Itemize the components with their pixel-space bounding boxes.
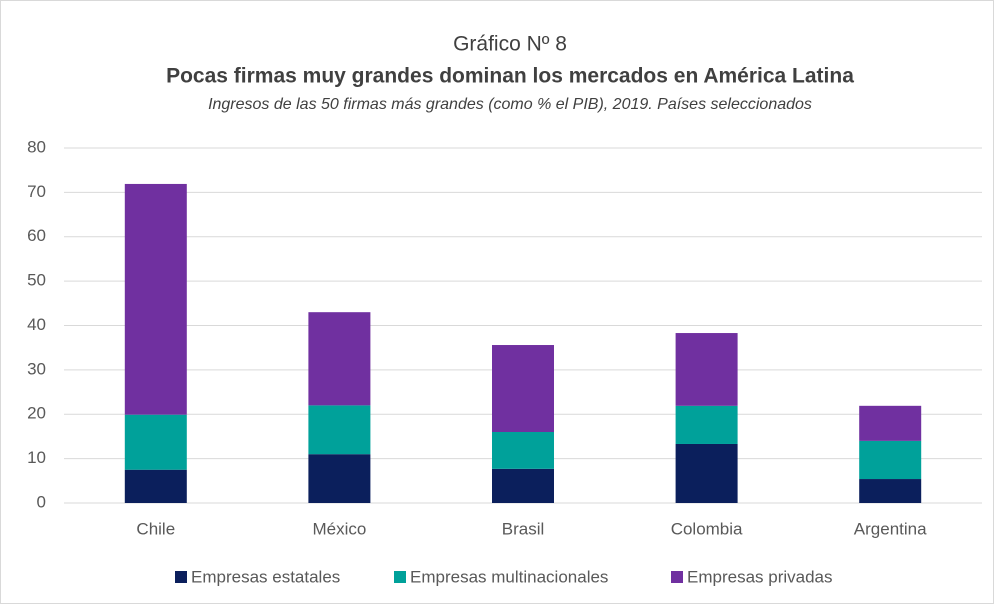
- y-tick-label: 40: [27, 315, 46, 334]
- bar: [124, 469, 187, 503]
- legend-swatch: [175, 571, 187, 583]
- chart-note: Ingresos de las 50 firmas más grandes (c…: [208, 96, 812, 113]
- x-tick-label: Colombia: [671, 519, 743, 538]
- y-tick-label: 10: [27, 448, 46, 467]
- y-tick-label: 80: [27, 137, 46, 156]
- bar: [124, 183, 187, 415]
- y-tick-label: 70: [27, 182, 46, 201]
- legend-swatch: [394, 571, 406, 583]
- y-tick-label: 50: [27, 271, 46, 290]
- x-tick-label: Argentina: [854, 519, 927, 538]
- bar: [308, 312, 371, 406]
- x-tick-label: Brasil: [502, 519, 545, 538]
- y-tick-label: 20: [27, 404, 46, 423]
- x-tick-label: Chile: [136, 519, 175, 538]
- bar: [859, 405, 922, 441]
- bar: [675, 405, 738, 444]
- bar: [492, 432, 554, 469]
- y-tick-label: 60: [27, 226, 46, 245]
- bar: [124, 414, 187, 470]
- x-tick-label: México: [312, 519, 366, 538]
- legend-label: Empresas privadas: [687, 567, 833, 586]
- bar: [675, 333, 738, 406]
- legend-label: Empresas estatales: [191, 567, 340, 586]
- bar: [859, 440, 922, 480]
- chart-title: Gráfico Nº 8: [453, 33, 567, 56]
- bar: [308, 454, 371, 503]
- bar: [675, 443, 738, 503]
- bar: [492, 468, 554, 503]
- bar: [492, 345, 554, 432]
- y-tick-label: 30: [27, 359, 46, 378]
- y-tick-label: 0: [37, 492, 46, 511]
- bar: [308, 405, 371, 455]
- bar: [859, 479, 922, 503]
- chart-subtitle: Pocas firmas muy grandes dominan los mer…: [166, 65, 854, 88]
- legend-swatch: [671, 571, 683, 583]
- legend-label: Empresas multinacionales: [410, 567, 608, 586]
